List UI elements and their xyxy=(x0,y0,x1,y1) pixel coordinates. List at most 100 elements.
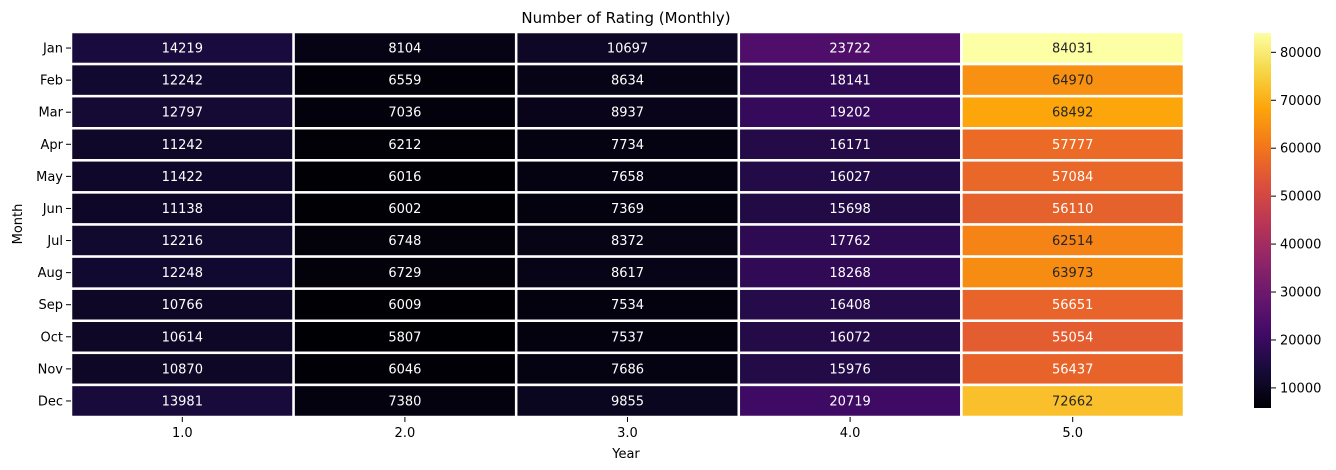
cell-value-label: 57084 xyxy=(1052,170,1093,185)
cell-value-label: 16408 xyxy=(829,298,870,313)
cell-value-label: 23722 xyxy=(829,42,870,57)
cell-value-label: 6046 xyxy=(388,362,421,377)
y-tick-label: Oct xyxy=(41,330,63,345)
heatmap-cell xyxy=(69,351,295,387)
cell-value-label: 8937 xyxy=(611,106,644,121)
cell-value-label: 12797 xyxy=(162,106,203,121)
heatmap-cell xyxy=(960,287,1186,322)
cell-value-label: 8617 xyxy=(611,266,644,281)
x-axis-label: Year xyxy=(611,447,640,462)
x-tick-label: 5.0 xyxy=(1062,426,1083,441)
cell-value-label: 5807 xyxy=(388,330,421,345)
cell-value-label: 18141 xyxy=(829,74,870,89)
cell-value-label: 56437 xyxy=(1052,362,1093,377)
cell-value-label: 84031 xyxy=(1052,42,1093,57)
cell-value-label: 18268 xyxy=(829,266,870,281)
cell-value-label: 9855 xyxy=(611,394,644,409)
cell-value-label: 6748 xyxy=(388,234,421,249)
heatmap-cell xyxy=(69,255,295,290)
cell-value-label: 62514 xyxy=(1052,234,1093,249)
colorbar-tick-label: 30000 xyxy=(1280,286,1321,301)
cell-value-label: 11242 xyxy=(162,138,203,153)
heatmap-cell-labels: 14219 8104 10697 23722 84031 12242 6559 8634 181… xyxy=(162,42,1094,410)
heatmap-cell xyxy=(737,127,963,162)
cell-value-label: 10766 xyxy=(162,298,203,313)
heatmap-cell xyxy=(292,94,518,130)
cell-value-label: 20719 xyxy=(829,394,870,409)
cell-value-label: 16027 xyxy=(829,170,870,185)
heatmap-cell xyxy=(960,191,1186,226)
heatmap-cell xyxy=(69,223,295,258)
cell-value-label: 7658 xyxy=(611,170,644,185)
heatmap-cells xyxy=(69,30,1186,419)
heatmap-cell xyxy=(292,127,518,162)
cell-value-label: 7534 xyxy=(611,298,644,313)
colorbar-tick-label: 50000 xyxy=(1280,190,1321,205)
heatmap-cell xyxy=(514,62,741,98)
cell-value-label: 19202 xyxy=(829,106,870,121)
cell-value-label: 16072 xyxy=(829,330,870,345)
cell-value-label: 6729 xyxy=(388,266,421,281)
cell-value-label: 6009 xyxy=(388,298,421,313)
cell-value-label: 72662 xyxy=(1052,394,1093,409)
heatmap-cell xyxy=(292,191,518,226)
chart-title: Number of Rating (Monthly) xyxy=(521,9,730,27)
heatmap-cell xyxy=(292,255,518,290)
cell-value-label: 56110 xyxy=(1052,202,1093,217)
cell-value-label: 7369 xyxy=(611,202,644,217)
y-tick-label: Dec xyxy=(38,394,63,409)
cell-value-label: 8104 xyxy=(388,42,421,57)
cell-value-label: 68492 xyxy=(1052,106,1093,121)
x-tick-label: 4.0 xyxy=(840,426,861,441)
y-tick-label: May xyxy=(36,170,63,185)
heatmap-cell xyxy=(960,351,1186,387)
cell-value-label: 7686 xyxy=(611,362,644,377)
x-tick-label: 3.0 xyxy=(617,426,638,441)
x-tick-label: 1.0 xyxy=(172,426,193,441)
cell-value-label: 10614 xyxy=(162,330,203,345)
heatmap-cell xyxy=(737,191,963,226)
heatmap-cell xyxy=(69,319,295,355)
x-tick-label: 2.0 xyxy=(395,426,416,441)
cell-value-label: 7036 xyxy=(388,106,421,121)
cell-value-label: 64970 xyxy=(1052,74,1093,89)
colorbar-tick-label: 20000 xyxy=(1280,333,1321,348)
colorbar-tick-label: 70000 xyxy=(1280,94,1321,109)
cell-value-label: 13981 xyxy=(162,394,203,409)
cell-value-label: 8634 xyxy=(611,74,644,89)
heatmap-cell xyxy=(737,383,963,419)
cell-value-label: 6212 xyxy=(388,138,421,153)
heatmap-cell xyxy=(292,159,518,194)
heatmap-cell xyxy=(69,383,295,419)
y-tick-label: Apr xyxy=(41,138,64,153)
colorbar-tick-label: 40000 xyxy=(1280,238,1321,253)
heatmap-cell xyxy=(737,351,963,387)
cell-value-label: 6016 xyxy=(388,170,421,185)
cell-value-label: 8372 xyxy=(611,234,644,249)
cell-value-label: 10870 xyxy=(162,362,203,377)
cell-value-label: 11422 xyxy=(162,170,203,185)
cell-value-label: 17762 xyxy=(829,234,870,249)
cell-value-label: 12216 xyxy=(162,234,203,249)
y-tick-label: Nov xyxy=(38,362,64,377)
y-tick-label: Jun xyxy=(42,202,63,217)
y-tick-label: Mar xyxy=(38,106,63,121)
y-tick-label: Feb xyxy=(40,74,63,89)
cell-value-label: 63973 xyxy=(1052,266,1093,281)
colorbar-tick-label: 10000 xyxy=(1280,381,1321,396)
cell-value-label: 56651 xyxy=(1052,298,1093,313)
cell-value-label: 6559 xyxy=(388,74,421,89)
heatmap-cell xyxy=(960,62,1186,98)
heatmap-cell xyxy=(737,94,963,130)
y-tick-label: Jan xyxy=(42,42,63,57)
cell-value-label: 7537 xyxy=(611,330,644,345)
y-axis-label: Month xyxy=(11,204,26,245)
heatmap-cell xyxy=(514,319,741,355)
cell-value-label: 15698 xyxy=(829,202,870,217)
cell-value-label: 12248 xyxy=(162,266,203,281)
colorbar xyxy=(1254,33,1271,408)
cell-value-label: 11138 xyxy=(162,202,203,217)
heatmap-cell xyxy=(514,159,741,194)
y-tick-label: Aug xyxy=(38,266,63,281)
